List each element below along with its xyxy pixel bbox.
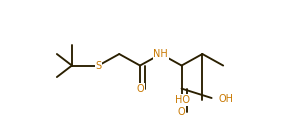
Text: OH: OH bbox=[218, 94, 234, 104]
Text: O: O bbox=[178, 107, 185, 117]
Text: S: S bbox=[95, 61, 102, 71]
Text: NH: NH bbox=[153, 49, 168, 59]
Text: O: O bbox=[136, 84, 144, 94]
Text: HO: HO bbox=[175, 95, 190, 105]
